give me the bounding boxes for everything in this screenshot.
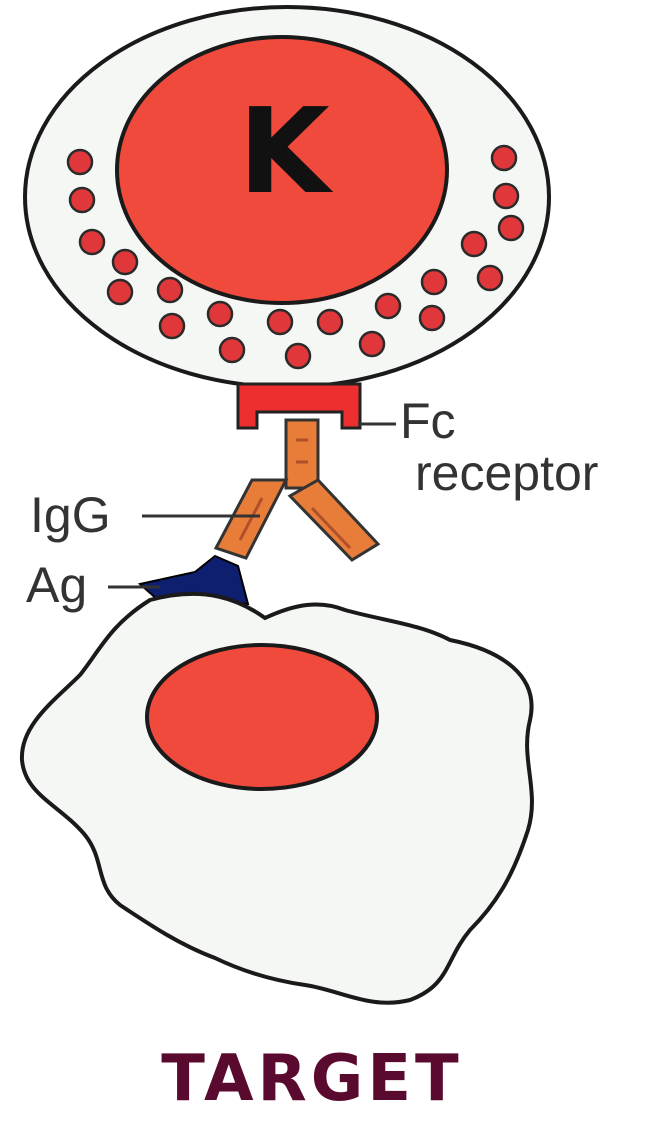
granule	[78, 228, 106, 256]
granule	[156, 276, 184, 304]
granule	[358, 330, 386, 358]
granule	[218, 336, 246, 364]
granule	[497, 214, 525, 242]
receptor-label: receptor	[415, 445, 598, 501]
granule	[266, 308, 294, 336]
granule	[111, 248, 139, 276]
granule	[460, 230, 488, 258]
cytotoxic-granules	[66, 144, 525, 370]
killer-cell-letter: K	[238, 82, 334, 220]
granule	[66, 148, 94, 176]
fc-label: Fc	[400, 393, 456, 449]
target-cell-membrane	[19, 591, 534, 1005]
granule	[68, 186, 96, 214]
target-cell-nucleus	[145, 643, 379, 791]
granule	[316, 308, 344, 336]
ag-label: Ag	[26, 557, 87, 613]
target-title: TARGET	[161, 1042, 462, 1116]
killer-cell-nucleus	[115, 35, 449, 305]
granule	[106, 278, 134, 306]
igg-label: IgG	[30, 487, 111, 543]
granule	[476, 264, 504, 292]
granule	[420, 268, 448, 296]
granule	[206, 300, 234, 328]
granule	[158, 312, 186, 340]
granule	[374, 292, 402, 320]
granule	[490, 144, 518, 172]
granule	[492, 182, 520, 210]
granule	[284, 342, 312, 370]
igg-antibody	[213, 418, 381, 562]
granule	[418, 304, 446, 332]
fc-receptor	[236, 382, 362, 430]
